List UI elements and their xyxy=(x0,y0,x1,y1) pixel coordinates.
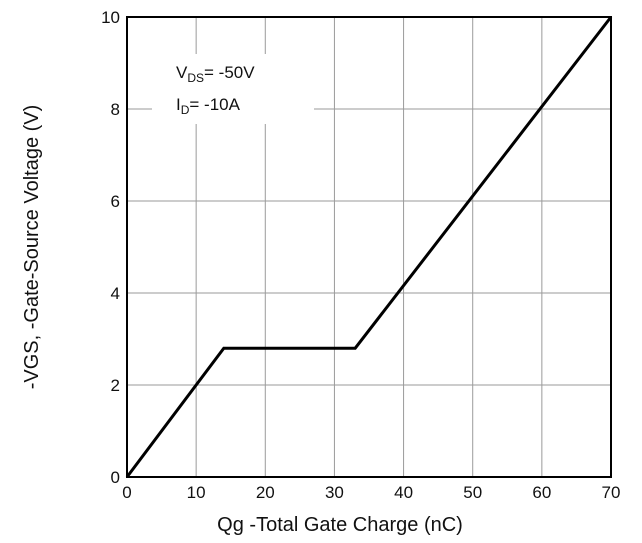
y-tick-label: 4 xyxy=(111,284,120,303)
y-tick-label: 6 xyxy=(111,192,120,211)
x-tick-label: 30 xyxy=(325,483,344,502)
annotation-vds-sub: DS xyxy=(187,71,204,85)
annotation-id: ID= -10A xyxy=(176,95,241,117)
x-tick-label: 40 xyxy=(394,483,413,502)
annotation-vds: VDS= -50V xyxy=(176,63,255,85)
annotation-id-value: = -10A xyxy=(189,95,240,114)
annotation-background xyxy=(152,54,314,124)
x-tick-label: 60 xyxy=(532,483,551,502)
annotation-vds-value: = -50V xyxy=(204,63,255,82)
y-tick-label: 10 xyxy=(101,8,120,27)
x-tick-label: 50 xyxy=(463,483,482,502)
x-tick-label: 10 xyxy=(187,483,206,502)
annotation-id-main: I xyxy=(176,95,181,114)
y-tick-label: 8 xyxy=(111,100,120,119)
y-tick-label: 2 xyxy=(111,376,120,395)
annotation-id-sub: D xyxy=(181,103,190,117)
annotation-vds-main: V xyxy=(176,63,188,82)
y-axis-label: -VGS, -Gate-Source Voltage (V) xyxy=(21,105,43,390)
x-tick-label: 0 xyxy=(122,483,131,502)
plot-frame xyxy=(126,16,612,478)
x-tick-label: 70 xyxy=(602,483,621,502)
gate-charge-curve xyxy=(125,16,613,478)
x-tick-label: 20 xyxy=(256,483,275,502)
y-tick-labels: 0 2 4 6 8 10 xyxy=(101,8,120,487)
x-tick-labels: 0 10 20 30 40 50 60 70 xyxy=(122,483,620,502)
series-group xyxy=(125,16,613,478)
x-axis-label: Qg -Total Gate Charge (nC) xyxy=(217,514,463,536)
y-tick-label: 0 xyxy=(111,468,120,487)
